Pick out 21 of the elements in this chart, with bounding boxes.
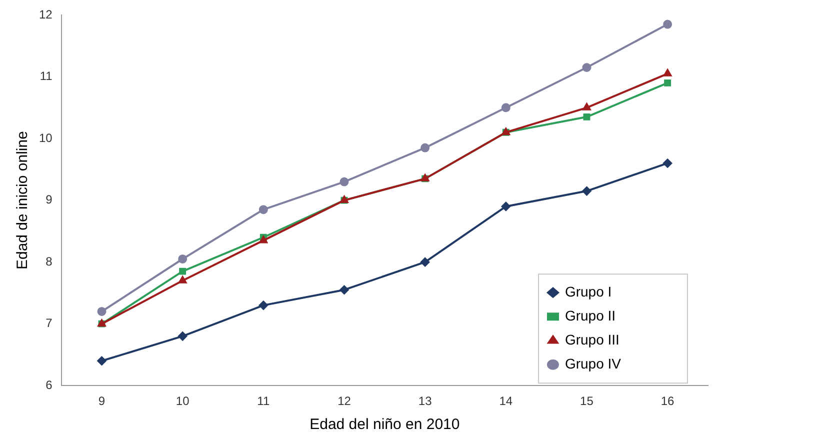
x-tick-label: 10: [176, 394, 190, 408]
x-tick-label: 13: [418, 394, 432, 408]
x-tick-label: 11: [257, 394, 270, 408]
legend-label: Grupo II: [564, 307, 616, 324]
y-tick-label: 12: [38, 7, 53, 22]
y-tick-label: 11: [40, 69, 53, 84]
x-axis-title: Edad del niño en 2010: [310, 416, 460, 434]
x-tick-label: 15: [580, 394, 594, 408]
x-tick-label: 9: [98, 394, 106, 408]
y-tick-label: 10: [38, 130, 53, 145]
y-tick-label: 6: [46, 378, 53, 392]
x-tick-label: 16: [660, 394, 675, 408]
y-tick-label: 9: [46, 192, 53, 207]
legend-label: Grupo IV: [564, 355, 622, 372]
y-tick-label: 7: [46, 316, 53, 330]
y-axis-title: Edad de inicio online: [14, 131, 32, 270]
legend-label: Grupo I: [564, 283, 612, 300]
x-tick-label: 12: [338, 394, 352, 408]
y-tick-label: 8: [46, 254, 53, 268]
x-tick-label: 14: [499, 394, 513, 408]
legend-label: Grupo III: [564, 331, 620, 348]
